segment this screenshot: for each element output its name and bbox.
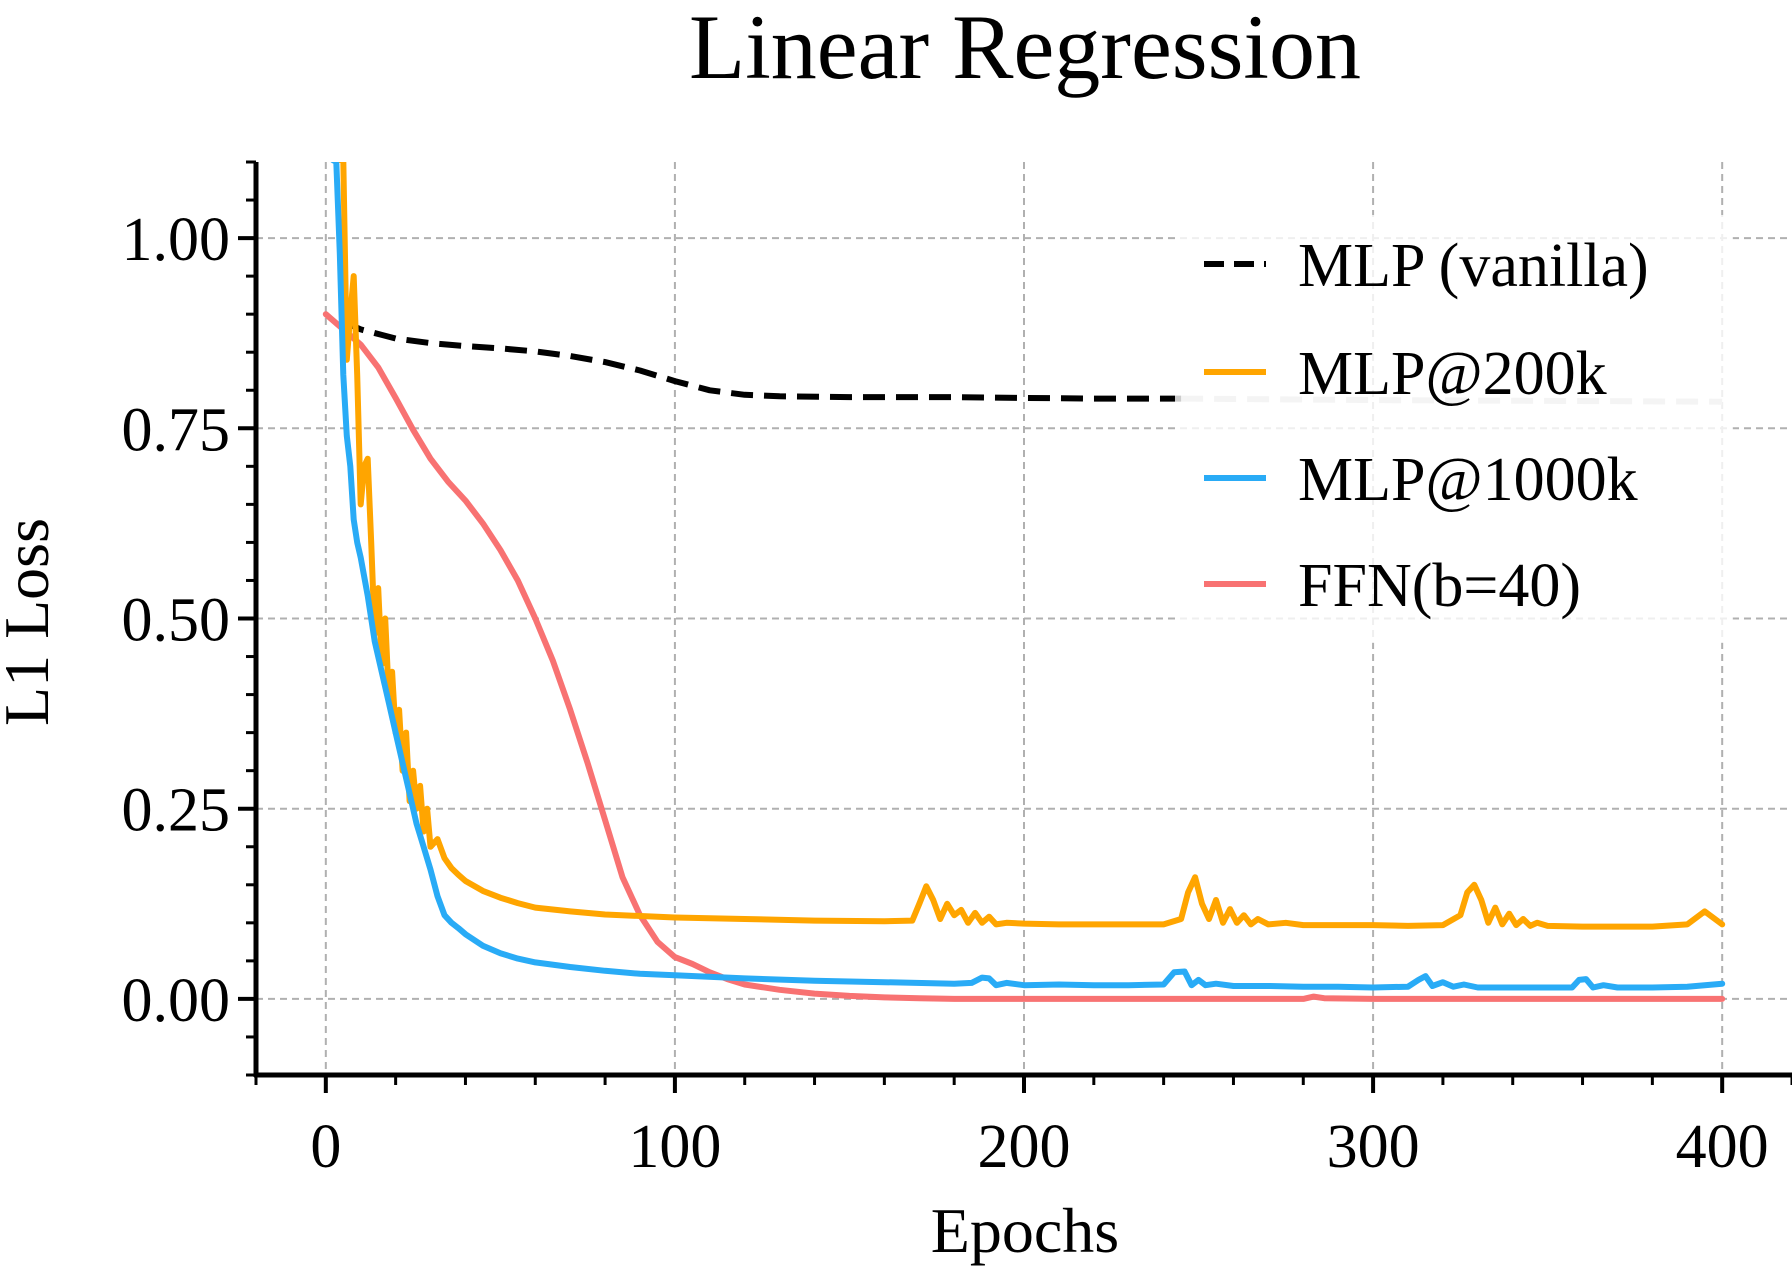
axes: 0 100 200 300 400 0.00 0.25 0.50 0.75 1.00: [122, 160, 1792, 1181]
legend-label-1: MLP@200k: [1298, 340, 1607, 408]
x-tick-label: 0: [310, 1113, 341, 1181]
y-tick-label: 1.00: [122, 206, 231, 274]
y-tick-label: 0.75: [122, 396, 231, 464]
legend-label-3: FFN(b=40): [1298, 552, 1581, 620]
y-tick-label: 0.50: [122, 587, 231, 655]
y-tick-label: 0.00: [122, 967, 231, 1035]
legend-label-2: MLP@1000k: [1298, 446, 1638, 514]
chart-title: Linear Regression: [689, 0, 1361, 98]
series-line-mlp-vanilla: [342, 319, 1182, 402]
x-tick-label: 100: [628, 1113, 721, 1181]
y-axis-label: L1 Loss: [0, 518, 62, 726]
series-line-ffn-b-40: [322, 311, 1726, 1002]
series-line-mlp-1000k: [330, 162, 1726, 991]
y-tick-label: 0.25: [122, 777, 231, 845]
x-tick-label: 200: [978, 1113, 1071, 1181]
x-axis-label: Epochs: [931, 1195, 1119, 1266]
legend-label-0: MLP (vanilla): [1298, 232, 1649, 300]
x-tick-label: 300: [1327, 1113, 1420, 1181]
legend: MLP (vanilla) MLP@200k MLP@1000k FFN(b=40): [1175, 215, 1733, 643]
x-tick-label: 400: [1676, 1113, 1769, 1181]
legend-background: [1175, 215, 1733, 643]
